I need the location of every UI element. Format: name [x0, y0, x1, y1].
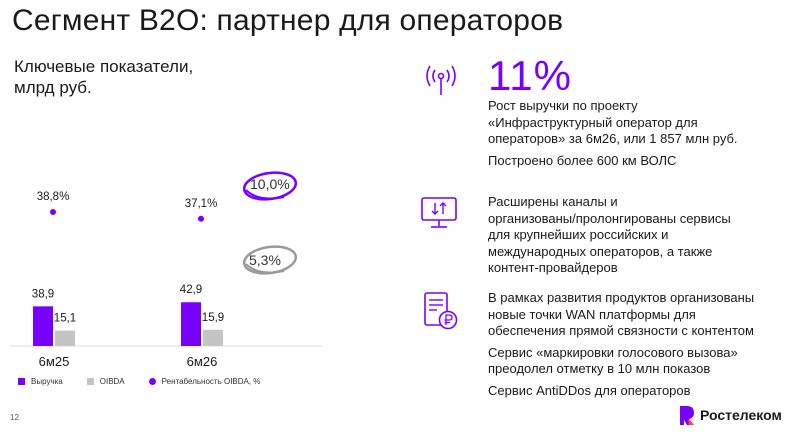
key-metrics-chart: 38,9 15,1 38,8% 6м25 42,9 15,9 37,1% 6м26	[10, 191, 322, 369]
channels-text-line-4: международных операторов, а также	[488, 243, 713, 259]
subtitle-line-1: Ключевые показатели,	[14, 57, 194, 76]
oibda-growth-badge: 5,3%	[249, 252, 281, 268]
margin-label: 37,1%	[185, 198, 218, 210]
bar-label-revenue: 42,9	[180, 284, 202, 296]
channels-text-line-5: контент-провайдеров	[488, 260, 618, 275]
bar-label-revenue: 38,9	[32, 288, 54, 300]
wan-text-line-3: обеспечения прямой связности с контентом	[488, 323, 754, 338]
bar-label-oibda: 15,9	[202, 312, 224, 324]
subtitle-line-2: млрд руб.	[14, 78, 92, 97]
monitor-transfer-icon	[421, 197, 457, 228]
infra-text-line-3: операторов» за 6м26, или 1 857 млн руб.	[488, 131, 738, 146]
wan-text-line-2: новые точки WAN платформы для	[488, 306, 696, 322]
margin-dot	[198, 215, 204, 222]
legend-swatch-oibda	[86, 378, 94, 385]
legend-item-margin: Рентабельность OIBDA, %	[148, 377, 261, 386]
rostelecom-logo: Ростелеком	[678, 404, 782, 426]
bar-revenue	[181, 302, 201, 346]
margin-label: 38,8%	[37, 191, 70, 203]
revenue-growth-ring	[242, 171, 298, 201]
wan-platform-text: В рамках развития продуктов организованы…	[488, 290, 788, 399]
infra-text-line-4: Построено более 600 км ВОЛС	[488, 152, 677, 168]
server-ruble-icon	[424, 292, 458, 330]
bar-revenue	[33, 306, 53, 346]
rostelecom-logo-icon	[680, 406, 694, 425]
channels-text-line-3: для крупнейших российских и	[488, 227, 669, 242]
call-marking-line-1: Сервис «маркировки голосового вызова»	[488, 344, 738, 360]
legend-label-margin: Рентабельность OIBDA, %	[161, 377, 261, 386]
category-label: 6м25	[39, 354, 70, 369]
chart-legend: Выручка OIBDA Рентабельность OIBDA, %	[18, 377, 284, 386]
legend-label-revenue: Выручка	[31, 377, 63, 386]
page-number: 12	[10, 413, 19, 422]
antenna-icon	[426, 65, 456, 95]
legend-swatch-revenue	[18, 378, 25, 385]
legend-dot-margin	[148, 378, 156, 385]
antiddos-line: Сервис AntiDDos для операторов	[488, 382, 691, 398]
legend-item-oibda: OIBDA	[86, 377, 125, 386]
wan-text-line-1: В рамках развития продуктов организованы	[488, 290, 755, 305]
page-title: Сегмент B2O: партнер для операторов	[12, 4, 564, 37]
legend-item-revenue: Выручка	[18, 377, 63, 386]
infra-text-line-2: «Инфраструктурный оператор для	[488, 114, 698, 130]
infra-operator-text: Рост выручки по проекту «Инфраструктурны…	[488, 98, 788, 169]
revenue-growth-badge: 10,0%	[250, 176, 290, 192]
logo-text: Ростелеком	[700, 407, 782, 423]
bar-oibda	[55, 330, 75, 346]
bar-oibda	[203, 329, 223, 346]
channels-text-line-2: организованы/пролонгированы сервисы	[488, 210, 731, 226]
chart-subtitle: Ключевые показатели, млрд руб.	[14, 56, 244, 98]
channels-text: Расширены каналы и организованы/пролонги…	[488, 194, 788, 277]
oibda-growth-ring	[242, 245, 298, 275]
category-label: 6м26	[187, 354, 218, 369]
bar-label-oibda: 15,1	[54, 313, 76, 325]
revenue-growth-value: 11%	[488, 52, 572, 99]
legend-label-oibda: OIBDA	[99, 377, 125, 386]
infra-text-line-1: Рост выручки по проекту	[488, 98, 638, 113]
call-marking-line-2: преодолел отметку в 10 млн показов	[488, 361, 711, 376]
margin-dot	[50, 209, 56, 215]
channels-text-line-1: Расширены каналы и	[488, 194, 618, 209]
